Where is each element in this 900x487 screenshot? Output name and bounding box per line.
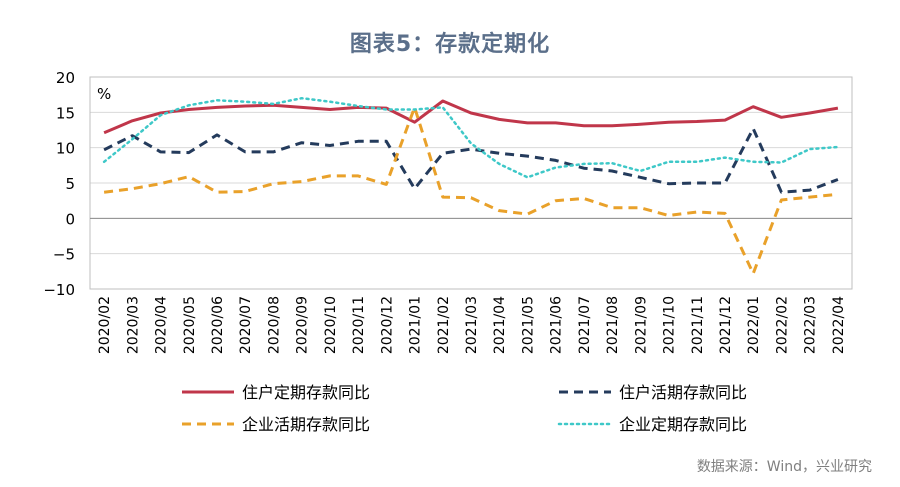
x-tick-label: 2020/12 [379, 296, 395, 354]
x-tick-label: 2021/04 [492, 296, 508, 354]
x-tick-label: 2021/07 [577, 296, 593, 354]
x-tick-label: 2022/01 [746, 296, 762, 354]
x-tick-label: 2021/10 [662, 296, 678, 354]
x-tick-label: 2020/09 [295, 296, 311, 354]
series-line-4 [102, 96, 840, 179]
x-tick-label: 2021/01 [408, 296, 424, 354]
x-tick-label: 2022/04 [831, 296, 847, 354]
x-tick-label: 2022/03 [803, 296, 819, 354]
y-tick-label: −5 [53, 246, 75, 264]
x-tick-label: 2021/02 [436, 296, 452, 354]
x-tick-label: 2020/04 [154, 296, 170, 354]
y-tick-label: −10 [43, 281, 75, 299]
series-line-2 [103, 127, 839, 194]
x-tick-label: 2020/05 [182, 296, 198, 354]
x-tick-label: 2021/09 [633, 296, 649, 354]
y-tick-label: 20 [56, 69, 75, 87]
x-tick-label: 2020/02 [97, 296, 113, 354]
y-tick-label: 10 [56, 140, 75, 158]
series-line-1 [103, 99, 839, 135]
x-tick-label: 2020/06 [210, 296, 226, 354]
x-tick-label: 2021/08 [605, 296, 621, 354]
x-tick-label: 2020/07 [238, 296, 254, 354]
y-tick-label: 0 [65, 210, 75, 228]
x-tick-label: 2021/11 [690, 296, 706, 354]
chart-title: 图表5：存款定期化 [349, 32, 551, 57]
y-tick-label: 15 [56, 104, 75, 122]
legend-label-1: 住户定期存款同比 [242, 383, 370, 402]
x-tick-label: 2020/08 [266, 296, 282, 354]
source-note: 数据来源：Wind，兴业研究 [696, 459, 872, 475]
x-tick-label: 2021/03 [464, 296, 480, 354]
plot-frame [89, 76, 853, 290]
x-tick-label: 2020/03 [125, 296, 141, 354]
legend-label-3: 企业活期存款同比 [242, 415, 370, 434]
legend-label-2: 住户活期存款同比 [619, 383, 747, 402]
x-tick-label: 2021/06 [549, 296, 565, 354]
x-tick-label: 2022/02 [774, 296, 790, 354]
x-tick-label: 2021/12 [718, 296, 734, 354]
y-unit-label: % [97, 85, 111, 103]
x-tick-label: 2020/11 [351, 296, 367, 354]
x-tick-label: 2020/10 [323, 296, 339, 354]
x-tick-label: 2021/05 [520, 296, 536, 354]
y-tick-label: 5 [65, 175, 75, 193]
legend-label-4: 企业定期存款同比 [619, 415, 747, 434]
series-line-3 [103, 105, 839, 275]
